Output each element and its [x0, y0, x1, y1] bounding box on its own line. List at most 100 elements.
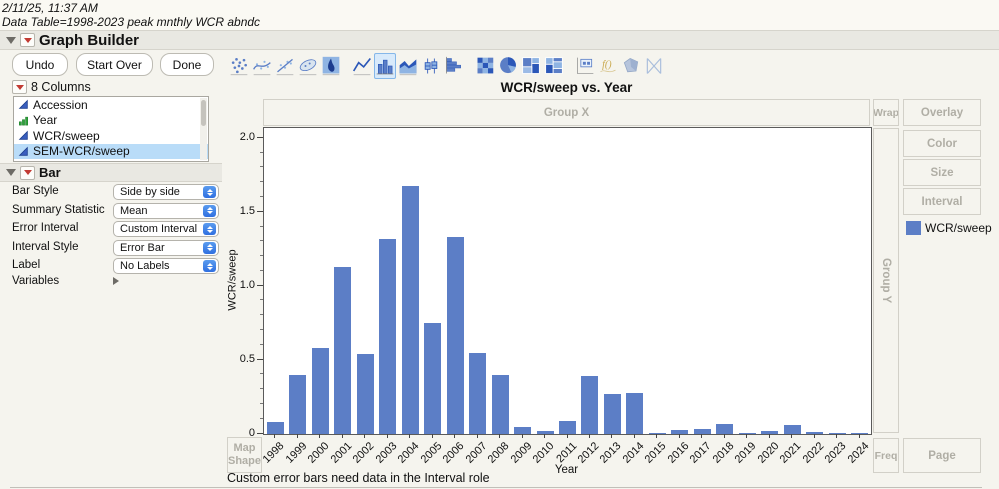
bar-2014[interactable] [626, 392, 644, 434]
element-icon-bar[interactable] [374, 53, 396, 79]
bar-2018[interactable] [716, 423, 734, 434]
report-meta-strip: 2/11/25, 11:37 AM Data Table=1998-2023 p… [0, 0, 999, 30]
element-icon-line[interactable] [351, 53, 373, 79]
done-button[interactable]: Done [160, 53, 214, 76]
drop-zone-size[interactable]: Size [903, 159, 981, 186]
bar-2001[interactable] [334, 266, 352, 434]
column-item-accession[interactable]: Accession [14, 97, 208, 113]
element-icon-treemap[interactable] [520, 53, 542, 79]
bar-2013[interactable] [603, 394, 621, 434]
summary-statistic-value: Mean [120, 204, 148, 217]
bar-2022[interactable] [806, 431, 824, 434]
element-icon-area[interactable] [397, 53, 419, 79]
bar-2023[interactable] [828, 433, 846, 434]
bar-2002[interactable] [356, 354, 374, 434]
bar-2024[interactable] [851, 433, 869, 434]
bar-2009[interactable] [514, 426, 532, 434]
legend[interactable]: WCR/sweep [906, 221, 992, 235]
element-icon-histogram[interactable] [443, 53, 465, 79]
element-icon-formula[interactable]: f() [597, 53, 619, 79]
start-over-button[interactable]: Start Over [76, 53, 153, 76]
column-item-sem-wcr-sweep[interactable]: SEM-WCR/sweep [14, 143, 208, 159]
outline-disclosure-triangle[interactable] [6, 36, 16, 44]
drop-zone-map-shape[interactable]: Map Shape [227, 437, 262, 473]
bar-2017[interactable] [693, 428, 711, 434]
element-icon-caption-box[interactable] [574, 53, 596, 79]
summary-statistic-select[interactable]: Mean [113, 202, 219, 219]
bar-2000[interactable] [311, 348, 329, 434]
bar-properties-panel: Bar Style Side by side Summary Statistic Me… [0, 184, 222, 294]
bar-2021[interactable] [783, 425, 801, 434]
drop-zone-interval[interactable]: Interval [903, 188, 981, 215]
bar-2020[interactable] [761, 431, 779, 434]
bar-2004[interactable] [401, 185, 419, 434]
bar-2008[interactable] [491, 374, 509, 434]
bar-2019[interactable] [738, 432, 756, 434]
map-shapes-icon [623, 58, 639, 73]
element-icon-ellipse[interactable] [297, 53, 319, 79]
legend-swatch [906, 221, 921, 235]
drop-zone-group-x[interactable]: Group X [263, 99, 870, 126]
element-icon-heatmap[interactable] [474, 53, 496, 79]
drop-zone-wrap[interactable]: Wrap [873, 99, 899, 126]
stepper-icon[interactable] [203, 260, 216, 272]
label-select[interactable]: No Labels [113, 258, 219, 274]
outline-header: Graph Builder [0, 30, 999, 50]
stepper-icon[interactable] [203, 204, 216, 217]
stepper-icon[interactable] [203, 241, 216, 254]
stepper-icon[interactable] [203, 186, 216, 198]
drop-zone-freq[interactable]: Freq [873, 438, 899, 473]
element-icon-mosaic[interactable] [543, 53, 565, 79]
drop-zone-color[interactable]: Color [903, 130, 981, 157]
box-plot-icon [424, 58, 438, 74]
bar-2007[interactable] [469, 352, 487, 434]
bar-2010[interactable] [536, 431, 554, 434]
line-of-fit-icon [276, 58, 294, 76]
element-icon-line-of-fit[interactable] [274, 53, 296, 79]
element-icon-pie[interactable] [497, 53, 519, 79]
scrollbar-thumb[interactable] [201, 100, 206, 126]
stepper-icon[interactable] [203, 223, 216, 235]
column-item-year[interactable]: Year [14, 113, 208, 129]
element-icon-map-shapes[interactable] [620, 53, 642, 79]
window-bottom-edge [10, 487, 982, 488]
element-icon-parallel[interactable] [643, 53, 665, 79]
bar-style-value: Side by side [120, 186, 180, 198]
histogram-icon [446, 56, 461, 74]
element-icon-box-plot[interactable] [420, 53, 442, 79]
drop-zone-group-y[interactable]: Group Y [873, 128, 899, 433]
variables-expand-arrow[interactable] [113, 277, 119, 285]
columns-list: Accession Year WCR/sweep SEM-WCR/sweep [13, 96, 209, 162]
bar-disclosure-triangle[interactable] [6, 169, 16, 176]
bar-1999[interactable] [289, 374, 307, 434]
bar-2016[interactable] [671, 429, 689, 434]
undo-button[interactable]: Undo [12, 53, 68, 76]
graph-builder-menu-button[interactable] [20, 33, 35, 47]
columns-scrollbar[interactable] [200, 98, 207, 160]
columns-menu-button[interactable] [12, 80, 27, 94]
plot-area[interactable] [263, 127, 872, 435]
bar-2006[interactable] [446, 237, 464, 434]
bar-1998[interactable] [266, 422, 284, 434]
bar-2003[interactable] [379, 238, 397, 434]
interval-style-label: Interval Style [12, 240, 79, 253]
element-icon-points[interactable] [228, 53, 250, 79]
bar-2011[interactable] [559, 420, 576, 434]
interval-style-select[interactable]: Error Bar [113, 239, 219, 256]
error-interval-select[interactable]: Custom Interval [113, 221, 219, 237]
bar-2015[interactable] [648, 432, 666, 434]
bar-2005[interactable] [424, 323, 442, 434]
column-item-wcr-sweep[interactable]: WCR/sweep [14, 128, 208, 144]
drop-zone-overlay[interactable]: Overlay [903, 99, 981, 126]
bar-style-select[interactable]: Side by side [113, 184, 219, 200]
y-axis-title: WCR/sweep [227, 249, 239, 311]
drop-zone-page[interactable]: Page [903, 438, 981, 473]
error-interval-label: Error Interval [12, 222, 79, 234]
points-icon [230, 58, 248, 76]
column-label: Accession [33, 97, 88, 112]
element-icon-smoother[interactable] [251, 53, 273, 79]
bar-2012[interactable] [581, 376, 599, 434]
label-value: No Labels [120, 260, 170, 272]
element-icon-contour[interactable] [320, 53, 342, 79]
bar-menu-button[interactable] [20, 165, 35, 180]
